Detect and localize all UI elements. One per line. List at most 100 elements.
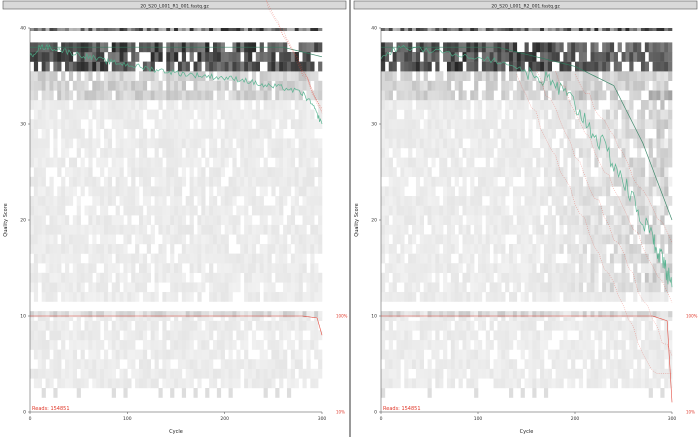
heat-tile — [470, 378, 475, 389]
heat-tile — [88, 292, 93, 302]
heat-tile — [185, 340, 190, 350]
heat-tile — [84, 205, 89, 216]
heat-tile — [302, 128, 307, 139]
heat-tile — [279, 28, 284, 31]
heat-tile — [617, 359, 622, 369]
heat-tile — [396, 119, 401, 129]
heat-tile — [505, 80, 510, 91]
heat-tile — [427, 61, 432, 72]
heat-tile — [536, 340, 541, 350]
heat-tile — [435, 28, 440, 31]
heat-tile — [57, 359, 62, 369]
heat-tile — [540, 100, 545, 110]
heat-tile — [590, 263, 595, 273]
heat-tile — [45, 52, 50, 62]
heat-tile — [547, 42, 553, 53]
heat-tile — [590, 90, 595, 101]
heat-tile — [547, 71, 553, 81]
heat-tile — [135, 52, 140, 62]
heat-tile — [80, 234, 85, 245]
heat-tile — [290, 61, 296, 72]
heat-tile — [135, 349, 140, 360]
heat-tile — [454, 100, 459, 110]
heat-tile — [212, 157, 218, 168]
heat-tile — [446, 320, 452, 331]
heat-tile — [228, 205, 233, 216]
heat-tile — [415, 167, 421, 177]
heat-tile — [392, 128, 397, 139]
heat-tile — [80, 311, 85, 318]
heat-tile — [174, 100, 179, 110]
heat-tile — [131, 311, 136, 318]
heat-tile — [381, 253, 386, 264]
heat-tile — [509, 100, 514, 110]
heat-tile — [489, 186, 494, 197]
heat-tile — [497, 282, 502, 293]
heat-tile — [637, 176, 642, 187]
heat-tile — [142, 263, 148, 273]
heat-tile — [633, 80, 638, 91]
heat-tile — [501, 263, 506, 273]
heat-tile — [567, 28, 572, 31]
heat-tile — [302, 311, 307, 318]
heat-tile — [271, 244, 276, 254]
heat-tile — [412, 359, 417, 369]
heat-tile — [540, 234, 545, 245]
heat-tile — [216, 119, 222, 129]
facet-title: 20_S20_L001_R2_001.fastq.gz — [491, 4, 560, 10]
heat-tile — [648, 330, 653, 341]
heat-tile — [594, 176, 599, 187]
heat-tile — [154, 52, 159, 62]
heat-tile — [290, 176, 296, 187]
heat-tile — [454, 368, 459, 379]
heat-tile — [216, 100, 222, 110]
heat-tile — [185, 349, 190, 360]
heat-tile — [150, 80, 155, 91]
heat-tile — [439, 138, 444, 149]
heat-tile — [302, 138, 307, 149]
heat-tile — [294, 128, 299, 139]
heat-tile — [154, 340, 159, 350]
x-axis-label: Cycle — [169, 429, 183, 435]
heat-tile — [664, 61, 669, 72]
heat-tile — [388, 61, 393, 72]
heat-tile — [115, 28, 120, 31]
heat-tile — [528, 320, 533, 331]
heat-tile — [119, 176, 124, 187]
heat-tile — [481, 90, 487, 101]
heat-tile — [92, 253, 97, 264]
heat-tile — [96, 359, 101, 369]
heat-tile — [193, 368, 198, 379]
heat-tile — [131, 196, 136, 206]
heat-tile — [586, 28, 591, 31]
heat-tile — [633, 272, 638, 283]
heat-tile — [470, 167, 475, 177]
facet-strip — [353, 0, 698, 10]
heat-tile — [131, 224, 136, 235]
heat-tile — [400, 167, 405, 177]
heat-tile — [142, 340, 148, 350]
heat-tile — [92, 80, 97, 91]
heat-tile — [516, 138, 521, 149]
heat-tile — [532, 388, 537, 398]
heat-tile — [30, 119, 35, 129]
heat-tile — [88, 368, 93, 379]
heat-tile — [404, 378, 409, 389]
heat-tile — [625, 330, 630, 341]
heat-tile — [37, 368, 42, 379]
heat-tile — [617, 244, 622, 254]
heat-tile — [559, 42, 564, 53]
heat-tile — [170, 100, 175, 110]
heat-tile — [294, 205, 299, 216]
heat-tile — [625, 176, 630, 187]
heat-tile — [613, 215, 618, 225]
heat-tile — [232, 282, 237, 293]
heat-tile — [41, 196, 46, 206]
heat-tile — [528, 215, 533, 225]
heat-tile — [415, 368, 421, 379]
heat-tile — [443, 157, 448, 168]
heat-tile — [567, 253, 572, 264]
heat-tile — [267, 71, 272, 81]
heat-tile — [61, 100, 66, 110]
heat-tile — [625, 215, 630, 225]
